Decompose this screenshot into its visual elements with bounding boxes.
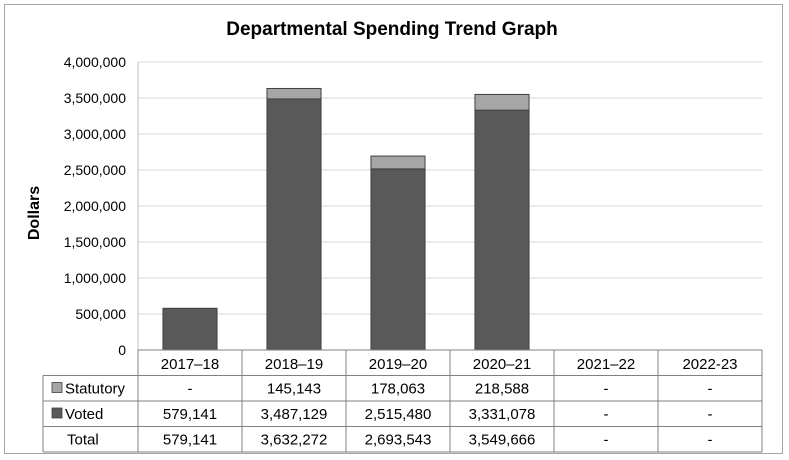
bar-voted-0: [162, 307, 218, 351]
data-label: 218,588: [475, 381, 529, 398]
legend-label-total: Total: [67, 432, 99, 449]
legend-label-voted: Voted: [65, 406, 103, 423]
legend-key-voted: [51, 407, 63, 419]
bars: [162, 87, 530, 351]
x-tick-label: 2022-23: [682, 356, 737, 373]
data-label: -: [604, 432, 609, 449]
data-label: -: [188, 381, 193, 398]
x-tick-label: 2021–22: [577, 356, 635, 373]
data-label: 3,487,129: [261, 406, 328, 423]
data-label: 178,063: [371, 381, 425, 398]
y-tick-label: 3,500,000: [64, 90, 126, 106]
y-tick-label: 3,000,000: [64, 126, 126, 142]
bar-voted-2: [370, 168, 426, 351]
x-tick-label: 2020–21: [473, 356, 531, 373]
legend-key-statutory: [51, 382, 63, 393]
bar-voted-3: [474, 109, 530, 351]
data-label: 3,632,272: [261, 432, 328, 449]
data-label: -: [708, 381, 713, 398]
y-tick-label: 2,500,000: [64, 162, 126, 178]
data-label: -: [604, 406, 609, 423]
data-label: 579,141: [163, 432, 217, 449]
y-tick-label: 1,000,000: [64, 270, 126, 286]
data-label: 3,331,078: [469, 406, 536, 423]
y-tick-label: 2,000,000: [64, 198, 126, 214]
data-label: 2,693,543: [365, 432, 432, 449]
y-tick-label: 500,000: [75, 306, 126, 322]
x-tick-label: 2019–20: [369, 356, 427, 373]
bar-statutory-1: [266, 87, 322, 100]
x-tick-label: 2018–19: [265, 356, 323, 373]
y-tick-label: 1,500,000: [64, 234, 126, 250]
y-axis-label: Dollars: [26, 186, 43, 240]
data-label: -: [708, 406, 713, 423]
chart-frame: Departmental Spending Trend Graph Dollar…: [4, 4, 783, 454]
y-tick-label: 4,000,000: [64, 54, 126, 70]
gridlines: [137, 61, 762, 350]
data-label: 3,549,666: [469, 432, 536, 449]
y-tick-labels: 0 500,000 1,000,000 1,500,000 2,000,000 2,500…: [64, 54, 127, 358]
x-tick-label: 2017–18: [161, 356, 219, 373]
bar-statutory-3: [474, 93, 530, 111]
bar-statutory-2: [370, 155, 426, 170]
spending-chart: Departmental Spending Trend Graph Dollar…: [26, 19, 763, 453]
data-label: -: [708, 432, 713, 449]
data-label: 579,141: [163, 406, 217, 423]
data-table: 2017–18 2018–19 2019–20 2020–21 2021–22 2022-…: [42, 349, 763, 453]
chart-title: Departmental Spending Trend Graph: [226, 19, 558, 40]
y-tick-label: 0: [118, 342, 126, 358]
data-label: 2,515,480: [365, 406, 432, 423]
data-label: -: [604, 381, 609, 398]
bar-voted-1: [266, 98, 322, 351]
data-label: 145,143: [267, 381, 321, 398]
legend-label-statutory: Statutory: [65, 381, 126, 398]
